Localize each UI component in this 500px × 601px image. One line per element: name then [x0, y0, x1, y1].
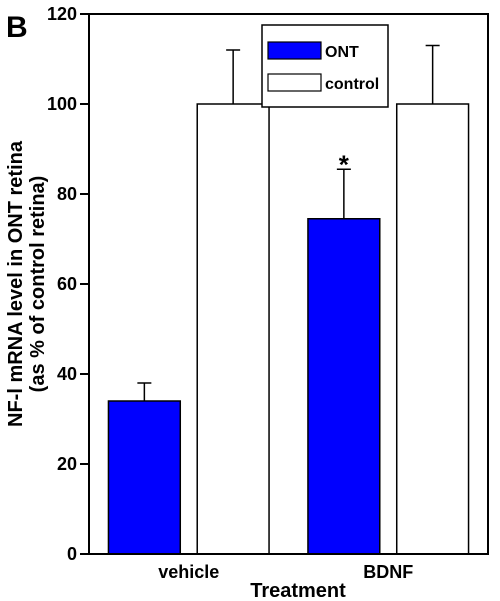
y-tick-label-60: 60: [57, 274, 77, 294]
y-axis-title: NF-l mRNA level in ONT retina (as % of c…: [5, 140, 49, 427]
y-tick-label-80: 80: [57, 184, 77, 204]
legend-label-ont: ONT: [325, 44, 359, 61]
y-tick-label-0: 0: [67, 544, 77, 564]
y-axis-title-line2: (as % of control retina): [27, 176, 49, 393]
y-tick-label-100: 100: [47, 94, 77, 114]
bar-control-bdnf: [395, 103, 470, 555]
x-axis-ticks: vehicle BDNF: [158, 562, 413, 582]
legend-label-control: control: [325, 76, 379, 93]
x-tick-label-vehicle: vehicle: [158, 562, 219, 582]
legend-swatch-control: [267, 73, 322, 92]
error-bars-layer: [137, 44, 440, 401]
legend-swatch-ont: [267, 41, 322, 60]
x-axis-title: Treatment: [250, 580, 346, 601]
y-tick-label-20: 20: [57, 454, 77, 474]
y-tick-label-40: 40: [57, 364, 77, 384]
y-tick-label-120: 120: [47, 4, 77, 24]
y-axis-title-line1: NF-l mRNA level in ONT retina: [5, 140, 27, 427]
bars-layer: [107, 103, 470, 555]
bar-ont-bdnf: [307, 218, 381, 555]
y-axis-ticks: 0 20 40 60 80 100 120: [47, 4, 89, 564]
x-tick-label-bdnf: BDNF: [363, 562, 413, 582]
bar-ont-vehicle: [107, 400, 182, 555]
bar-control-vehicle: [196, 103, 270, 555]
annotations-layer: *: [339, 149, 350, 179]
panel-label: B: [6, 11, 28, 44]
significance-marker-bdnf: *: [339, 149, 350, 179]
legend-box: [261, 24, 389, 108]
legend: ONT control: [261, 24, 389, 108]
